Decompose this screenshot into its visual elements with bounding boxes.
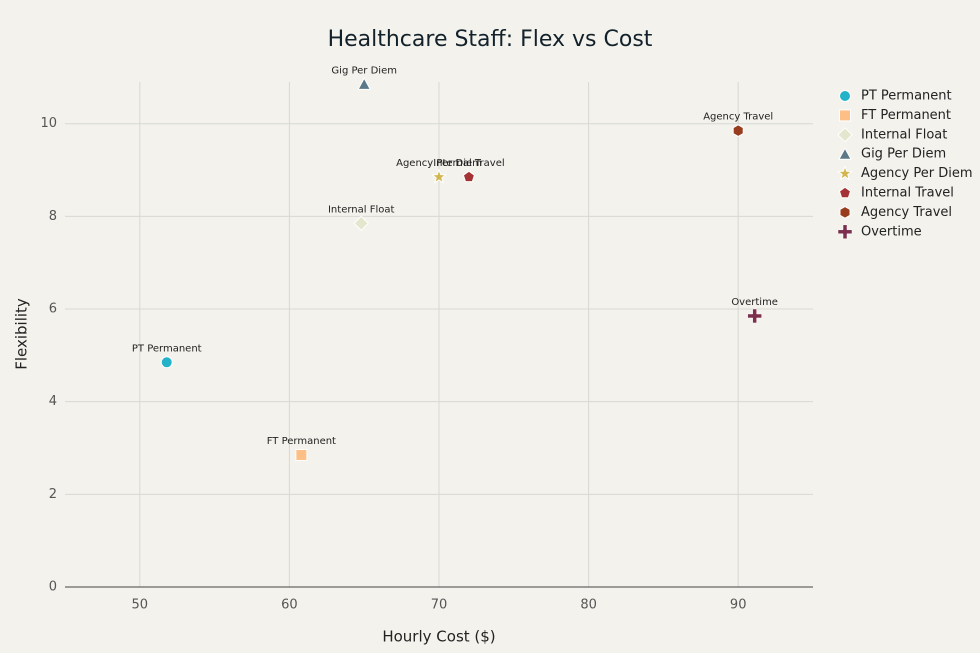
point-label: Internal Travel: [433, 158, 504, 169]
x-tick-label: 60: [281, 598, 298, 613]
x-tick-label: 70: [431, 598, 448, 613]
legend-label: Internal Travel: [861, 186, 954, 201]
y-axis-title: Flexibility: [13, 298, 31, 370]
point: [462, 170, 476, 183]
point: [353, 215, 369, 232]
legend-label: FT Permanent: [861, 108, 951, 123]
y-tick-label: 2: [49, 487, 57, 502]
y-tick-label: 8: [49, 209, 57, 224]
point: [732, 124, 744, 138]
legend-marker: [838, 186, 852, 199]
point-label: Overtime: [731, 297, 778, 308]
legend-marker: [839, 90, 851, 102]
chart-title: Healthcare Staff: Flex vs Cost: [328, 27, 653, 52]
point-label: FT Permanent: [267, 436, 336, 447]
point-label: PT Permanent: [132, 343, 202, 354]
legend-marker: [836, 165, 854, 181]
legend-label: PT Permanent: [861, 89, 952, 104]
point: [160, 356, 173, 369]
x-tick-label: 80: [580, 598, 597, 613]
y-tick-label: 0: [49, 580, 57, 595]
legend-label: Agency Travel: [861, 205, 952, 220]
point: [747, 308, 762, 324]
legend-marker: [837, 127, 853, 143]
y-tick-label: 4: [49, 394, 57, 409]
legend-label: Agency Per Diem: [861, 166, 973, 181]
point: [430, 168, 448, 184]
x-tick-label: 90: [730, 598, 747, 613]
legend-marker: [837, 224, 853, 240]
legend-marker: [838, 147, 852, 160]
legend-marker: [839, 109, 851, 122]
x-axis-title: Hourly Cost ($): [382, 628, 495, 646]
point-label: Internal Float: [328, 204, 394, 215]
legend-label: Gig Per Diem: [861, 147, 946, 162]
x-tick-label: 50: [132, 598, 149, 613]
y-tick-label: 6: [49, 302, 57, 317]
y-tick-label: 10: [40, 116, 57, 131]
point: [357, 77, 372, 90]
point-label: Gig Per Diem: [331, 65, 397, 76]
legend-label: Internal Float: [861, 127, 947, 142]
point-label: Agency Travel: [703, 112, 773, 123]
legend-label: Overtime: [861, 224, 922, 239]
point-label: Agency Per Diem: [396, 158, 482, 169]
point: [295, 448, 308, 461]
legend-marker: [839, 206, 851, 219]
